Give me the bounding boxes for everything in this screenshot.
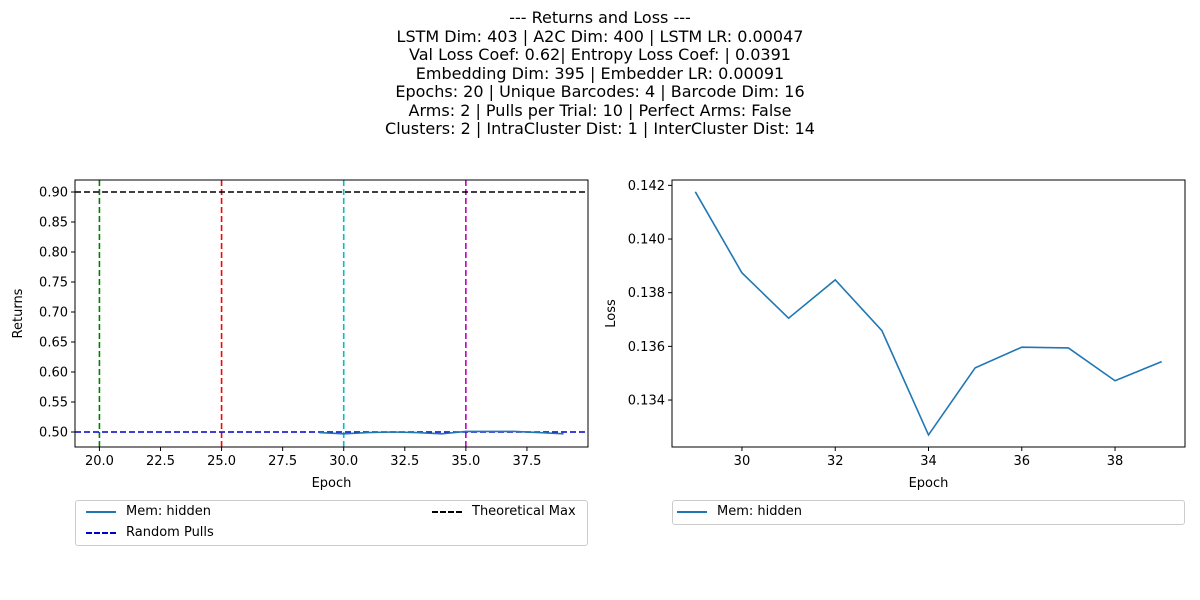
y-tick-label: 0.70: [39, 306, 68, 321]
returns-plot: 20.0 22.5 25.0 27.5 30.0 32.5 35.0 37.5 0.50 0.55…: [11, 179, 589, 491]
x-tick-label: 30.0: [329, 454, 358, 469]
data-layer: [694, 191, 1162, 437]
legend-swatch-dashed: [86, 531, 116, 534]
series-line: [694, 191, 1162, 437]
axes-frame: [671, 179, 1186, 448]
y-tick-label: 0.90: [39, 186, 68, 201]
title-line: Arms: 2 | Pulls per Trial: 10 | Perfect …: [408, 100, 792, 120]
y-tick-label: 0.85: [39, 216, 68, 231]
legend-item-mem-hidden: Mem: hidden: [677, 504, 802, 519]
y-tick-label: 0.75: [39, 276, 68, 291]
title-line: Epochs: 20 | Unique Barcodes: 4 | Barcod…: [395, 82, 805, 101]
axes-frame: [74, 179, 589, 448]
x-tick-label: 32: [827, 454, 844, 469]
x-tick-label: 20.0: [85, 454, 114, 469]
y-tick-label: 0.136: [628, 340, 665, 355]
x-tick-label: 22.5: [146, 454, 175, 469]
x-tick-label: 27.5: [268, 454, 297, 469]
y-tick-label: 0.134: [628, 394, 665, 409]
x-tick-label: 38: [1107, 454, 1124, 469]
title-line: LSTM Dim: 403 | A2C Dim: 400 | LSTM LR: …: [396, 26, 804, 46]
series-line: [319, 430, 564, 435]
x-tick-label: 36: [1013, 454, 1030, 469]
x-tick-label: 32.5: [390, 454, 419, 469]
title-line: --- Returns and Loss ---: [509, 8, 691, 27]
legend-item-random-pulls: Random Pulls: [86, 525, 214, 540]
returns-legend: Mem: hidden Random Pulls Theoretical Max: [75, 500, 588, 546]
y-tick-label: 0.140: [628, 233, 665, 248]
y-tick-label: 0.55: [39, 396, 68, 411]
y-tick-label: 0.142: [628, 179, 665, 194]
y-tick-label: 0.138: [628, 286, 665, 301]
figure-title: --- Returns and Loss --- LSTM Dim: 403 |…: [0, 8, 1200, 139]
legend-label: Random Pulls: [126, 525, 214, 540]
x-tick-label: 34: [920, 454, 937, 469]
loss-plot: 30 32 34 36 38 0.134 0.136 0.138 0.140 0.142 Epoch…: [604, 179, 1186, 491]
y-tick-label: 0.50: [39, 426, 68, 441]
title-line: Val Loss Coef: 0.62| Entropy Loss Coef: …: [409, 45, 791, 64]
title-line: Embedding Dim: 395 | Embedder LR: 0.0009…: [415, 63, 785, 83]
legend-item-theoretical-max: Theoretical Max: [432, 504, 576, 519]
legend-swatch-solid: [677, 510, 707, 513]
x-tick-label: 37.5: [512, 454, 541, 469]
legend-label: Mem: hidden: [717, 504, 802, 519]
y-tick-label: 0.80: [39, 246, 68, 261]
y-axis-label: Loss: [604, 299, 619, 328]
data-layer: [75, 180, 588, 447]
x-tick-label: 25.0: [207, 454, 236, 469]
legend-swatch-solid: [86, 510, 116, 513]
y-axis-label: Returns: [11, 288, 26, 338]
x-axis-label: Epoch: [909, 476, 949, 491]
x-tick-label: 35.0: [451, 454, 480, 469]
legend-swatch-dashed: [432, 510, 462, 513]
title-line: Clusters: 2 | IntraCluster Dist: 1 | Int…: [385, 119, 815, 138]
x-tick-label: 30: [734, 454, 751, 469]
legend-label: Mem: hidden: [126, 504, 211, 519]
legend-label: Theoretical Max: [472, 504, 576, 519]
x-axis-label: Epoch: [312, 476, 352, 491]
loss-legend: Mem: hidden: [672, 500, 1185, 525]
legend-item-mem-hidden: Mem: hidden: [86, 504, 211, 519]
y-tick-label: 0.65: [39, 336, 68, 351]
y-tick-label: 0.60: [39, 366, 68, 381]
